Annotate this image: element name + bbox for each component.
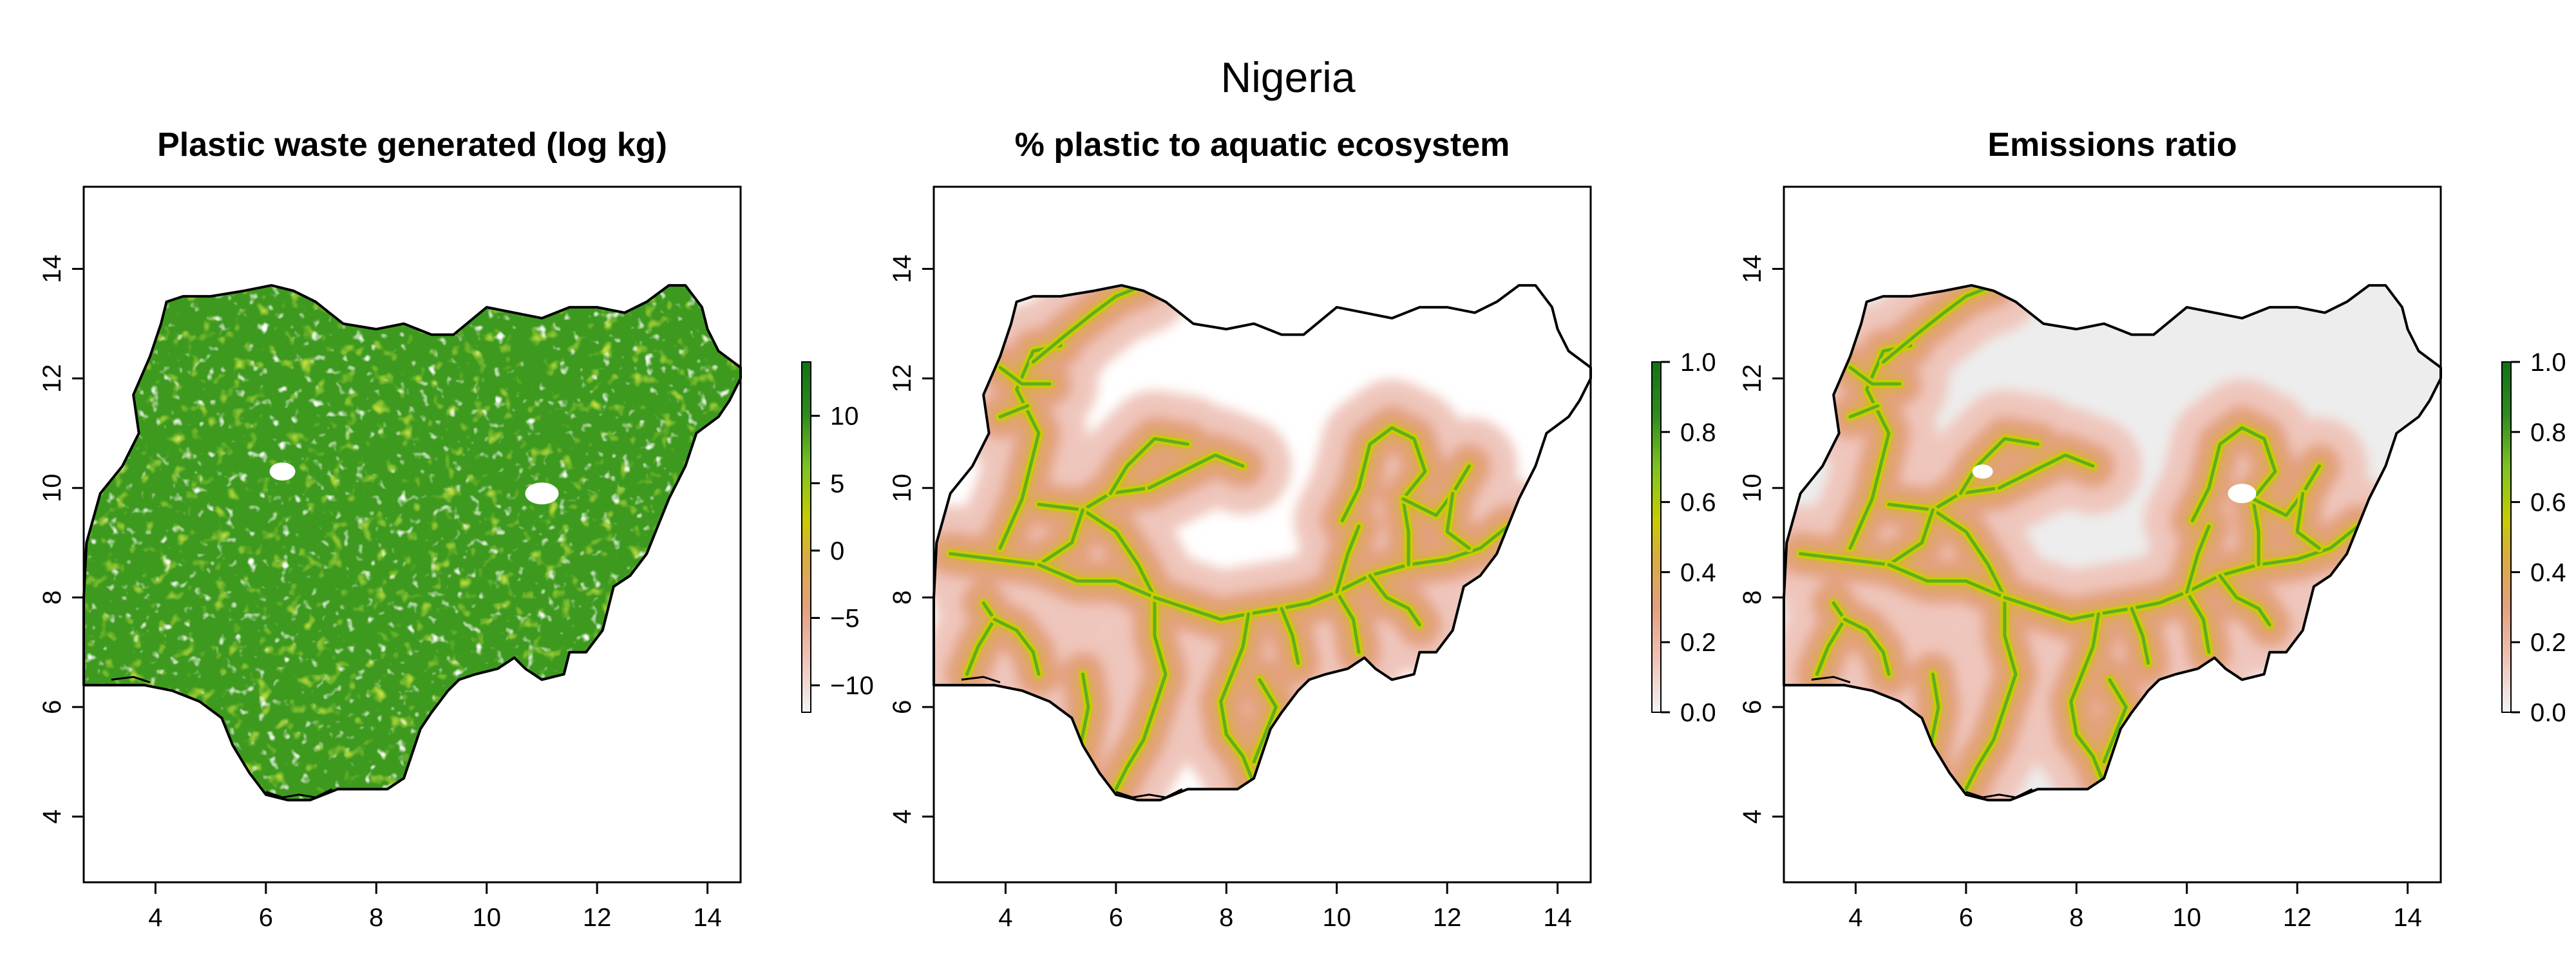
color-legend: −10 −5 0 5 10 (801, 361, 874, 713)
plot-frame (1783, 185, 2442, 884)
legend-colorbar (801, 361, 811, 713)
color-legend: 0.0 0.2 0.4 0.6 0.8 1.0 (1651, 348, 1716, 727)
country-border (82, 284, 742, 802)
panel-title-pct-aquatic: % plastic to aquatic ecosystem (1014, 126, 1510, 164)
y-tick-label: 6 (888, 700, 916, 714)
legend-tick-label: 0.2 (1680, 629, 1716, 657)
x-tick-label: 12 (2283, 904, 2312, 932)
x-tick-label: 4 (148, 904, 162, 932)
y-tick-label: 14 (1738, 254, 1766, 283)
x-tick-label: 6 (259, 904, 273, 932)
legend-tick-label: 0 (830, 537, 844, 565)
legend-tick-label: 5 (830, 469, 844, 498)
x-tick-label: 8 (1219, 904, 1233, 932)
map-panel-emissions-ratio: 4 6 8 10 12 14 4 6 8 10 12 14 0.0 0.2 0.4 0.6 0.8 1.0 (1738, 185, 2566, 932)
legend-tick-label: 0.8 (2530, 419, 2566, 447)
x-tick-label: 10 (1322, 904, 1351, 932)
legend-tick-label: 0.8 (1680, 419, 1716, 447)
y-tick-label: 6 (38, 700, 66, 714)
y-tick-label: 14 (38, 254, 66, 283)
y-tick-label: 10 (888, 473, 916, 502)
y-tick-label: 4 (888, 810, 916, 824)
panel-title-plastic-waste: Plastic waste generated (log kg) (157, 126, 667, 164)
legend-colorbar (2501, 361, 2512, 713)
x-tick-label: 12 (583, 904, 612, 932)
legend-tick-label: −10 (830, 672, 874, 700)
y-tick-label: 8 (888, 591, 916, 605)
y-tick-label: 12 (888, 364, 916, 393)
legend-tick-label: 0.6 (1680, 489, 1716, 517)
x-tick-label: 4 (998, 904, 1012, 932)
x-tick-label: 14 (2393, 904, 2422, 932)
x-tick-label: 14 (1543, 904, 1572, 932)
plot-frame (82, 185, 742, 884)
x-tick-label: 4 (1848, 904, 1862, 932)
y-tick-label: 8 (38, 591, 66, 605)
x-tick-label: 6 (1109, 904, 1123, 932)
country-border (1783, 284, 2442, 802)
figure-title: Nigeria (1220, 53, 1356, 101)
x-tick-label: 8 (369, 904, 383, 932)
x-tick-label: 14 (693, 904, 722, 932)
panel-title-emissions-ratio: Emissions ratio (1987, 126, 2237, 164)
y-tick-label: 4 (1738, 810, 1766, 824)
legend-tick-label: 0.2 (2530, 629, 2566, 657)
y-tick-label: 12 (38, 364, 66, 393)
legend-tick-label: 1.0 (1680, 348, 1716, 377)
legend-tick-label: 0.0 (1680, 699, 1716, 727)
y-tick-label: 4 (38, 810, 66, 824)
x-tick-label: 10 (2172, 904, 2201, 932)
plot-frame (933, 185, 1592, 884)
x-tick-label: 8 (2069, 904, 2083, 932)
x-tick-label: 10 (472, 904, 501, 932)
color-legend: 0.0 0.2 0.4 0.6 0.8 1.0 (2501, 348, 2566, 727)
y-tick-label: 6 (1738, 700, 1766, 714)
legend-tick-label: 0.0 (2530, 699, 2566, 727)
legend-tick-label: 1.0 (2530, 348, 2566, 377)
legend-tick-label: 0.4 (2530, 558, 2566, 587)
x-tick-label: 6 (1959, 904, 1973, 932)
y-tick-label: 10 (1738, 473, 1766, 502)
map-panel-pct-aquatic: 4 6 8 10 12 14 4 6 8 10 12 14 0.0 0.2 0.4 0.6 0.8 1.0 (888, 185, 1716, 932)
map-panel-plastic-waste: 4 6 8 10 12 14 4 6 8 10 12 14 −10 −5 0 5 10 (38, 185, 874, 932)
legend-tick-label: −5 (830, 605, 860, 633)
legend-tick-label: 0.6 (2530, 489, 2566, 517)
x-tick-label: 12 (1433, 904, 1462, 932)
country-border (933, 284, 1592, 802)
legend-tick-label: 0.4 (1680, 558, 1716, 587)
y-tick-label: 14 (888, 254, 916, 283)
y-tick-label: 12 (1738, 364, 1766, 393)
legend-colorbar (1651, 361, 1662, 713)
y-tick-label: 10 (38, 473, 66, 502)
y-tick-label: 8 (1738, 591, 1766, 605)
legend-tick-label: 10 (830, 402, 859, 431)
